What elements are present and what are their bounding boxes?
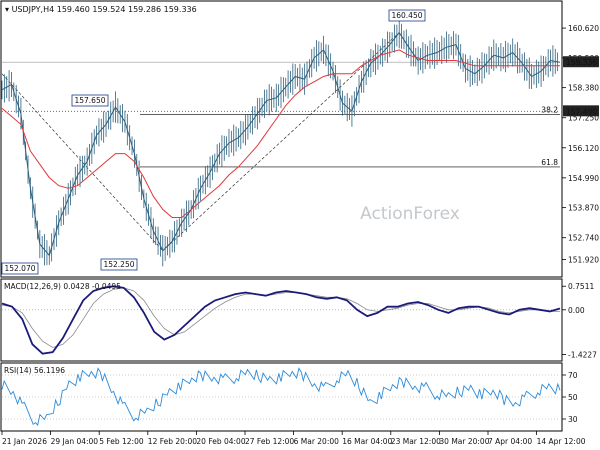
annotation-label: 152.250 <box>103 260 134 269</box>
x-tick-label: 20 Feb 04:00 <box>196 437 245 446</box>
x-tick-label: 30 Mar 20:00 <box>439 437 489 446</box>
macd-tick-label: 0.7511 <box>568 282 594 291</box>
macd-tick-label: -1.4227 <box>568 350 597 359</box>
symbol-dropdown-icon[interactable]: ▾ <box>5 5 12 14</box>
price-y-axis: 160.620159.500158.380157.250156.120154.9… <box>562 24 599 265</box>
macd-signal-line <box>1 287 560 348</box>
x-tick-label: 7 Apr 04:00 <box>488 437 532 446</box>
level-tag-label: 157.490 <box>566 107 597 116</box>
price-tick-label: 153.870 <box>568 204 599 213</box>
macd-line <box>1 285 561 355</box>
x-tick-label: 5 Feb 12:00 <box>99 437 144 446</box>
price-tick-label: 157.250 <box>568 114 599 123</box>
current-price-label: 159.336 <box>566 58 597 67</box>
price-annotations: 152.070 157.650 152.250 160.450 <box>1 9 426 275</box>
price-tick-label: 154.990 <box>568 174 599 183</box>
rsi-levels <box>2 374 560 420</box>
price-panel-frame <box>0 0 563 278</box>
macd-title: MACD(12,26,9) 0.0428 -0.0495 <box>4 282 121 291</box>
annotation-box <box>388 9 426 22</box>
level-tag <box>563 105 599 117</box>
macd-series <box>1 285 561 355</box>
macd-panel-frame <box>0 278 563 362</box>
watermark: ActionForex <box>360 204 460 224</box>
price-tick-label: 152.740 <box>568 234 599 243</box>
rsi-line <box>1 367 561 427</box>
rsi-series <box>1 367 561 427</box>
x-tick-label: 21 Jan 2026 <box>2 437 47 446</box>
price-close-line <box>1 31 561 257</box>
current-price-tag <box>563 56 599 68</box>
chart-header: ▾ USDJPY,H4 159.460 159.524 159.286 159.… <box>5 5 197 14</box>
annotation-label: 160.450 <box>391 11 422 20</box>
fib-61-label: 61.8 <box>541 158 558 167</box>
x-axis: 21 Jan 2026 29 Jan 04:00 5 Feb 12:00 12 Feb… <box>1 431 586 446</box>
price-tick-label: 158.380 <box>568 84 599 93</box>
macd-y-axis: 0.7511 0.00 -1.4227 <box>562 282 597 359</box>
rsi-tick-label: 70 <box>568 371 578 380</box>
price-tick-label: 160.620 <box>568 24 599 33</box>
rsi-tick-label: 50 <box>568 393 578 402</box>
annotation-box <box>71 94 109 107</box>
x-tick-label: 23 Mar 12:00 <box>391 437 441 446</box>
guide-line-2 <box>162 32 400 251</box>
rsi-y-axis: 70 50 30 <box>562 371 578 424</box>
fib-38-label: 38.2 <box>541 105 558 114</box>
x-tick-label: 12 Feb 20:00 <box>148 437 197 446</box>
annotation-label: 152.070 <box>4 264 35 273</box>
annotation-label: 157.650 <box>74 96 105 105</box>
price-guides <box>1 32 400 251</box>
x-tick-label: 29 Jan 04:00 <box>51 437 99 446</box>
x-tick-label: 14 Apr 12:00 <box>537 437 586 446</box>
annotation-box <box>100 258 138 271</box>
moving-average-line <box>1 49 560 218</box>
x-tick-label: 16 Mar 04:00 <box>342 437 392 446</box>
symbol-label: USDJPY,H4 <box>12 5 55 14</box>
macd-tick-label: 0.00 <box>568 306 585 315</box>
ohlc-values: 159.460 159.524 159.286 159.336 <box>57 5 197 14</box>
annotation-box <box>1 262 39 275</box>
x-tick-label: 27 Feb 12:00 <box>245 437 294 446</box>
price-series <box>1 16 561 267</box>
price-tick-label: 151.920 <box>568 256 599 265</box>
price-tick-label: 156.120 <box>568 144 599 153</box>
rsi-title: RSI(14) 56.1196 <box>4 366 65 375</box>
rsi-tick-label: 30 <box>568 415 578 424</box>
x-tick-label: 6 Mar 20:00 <box>294 437 340 446</box>
